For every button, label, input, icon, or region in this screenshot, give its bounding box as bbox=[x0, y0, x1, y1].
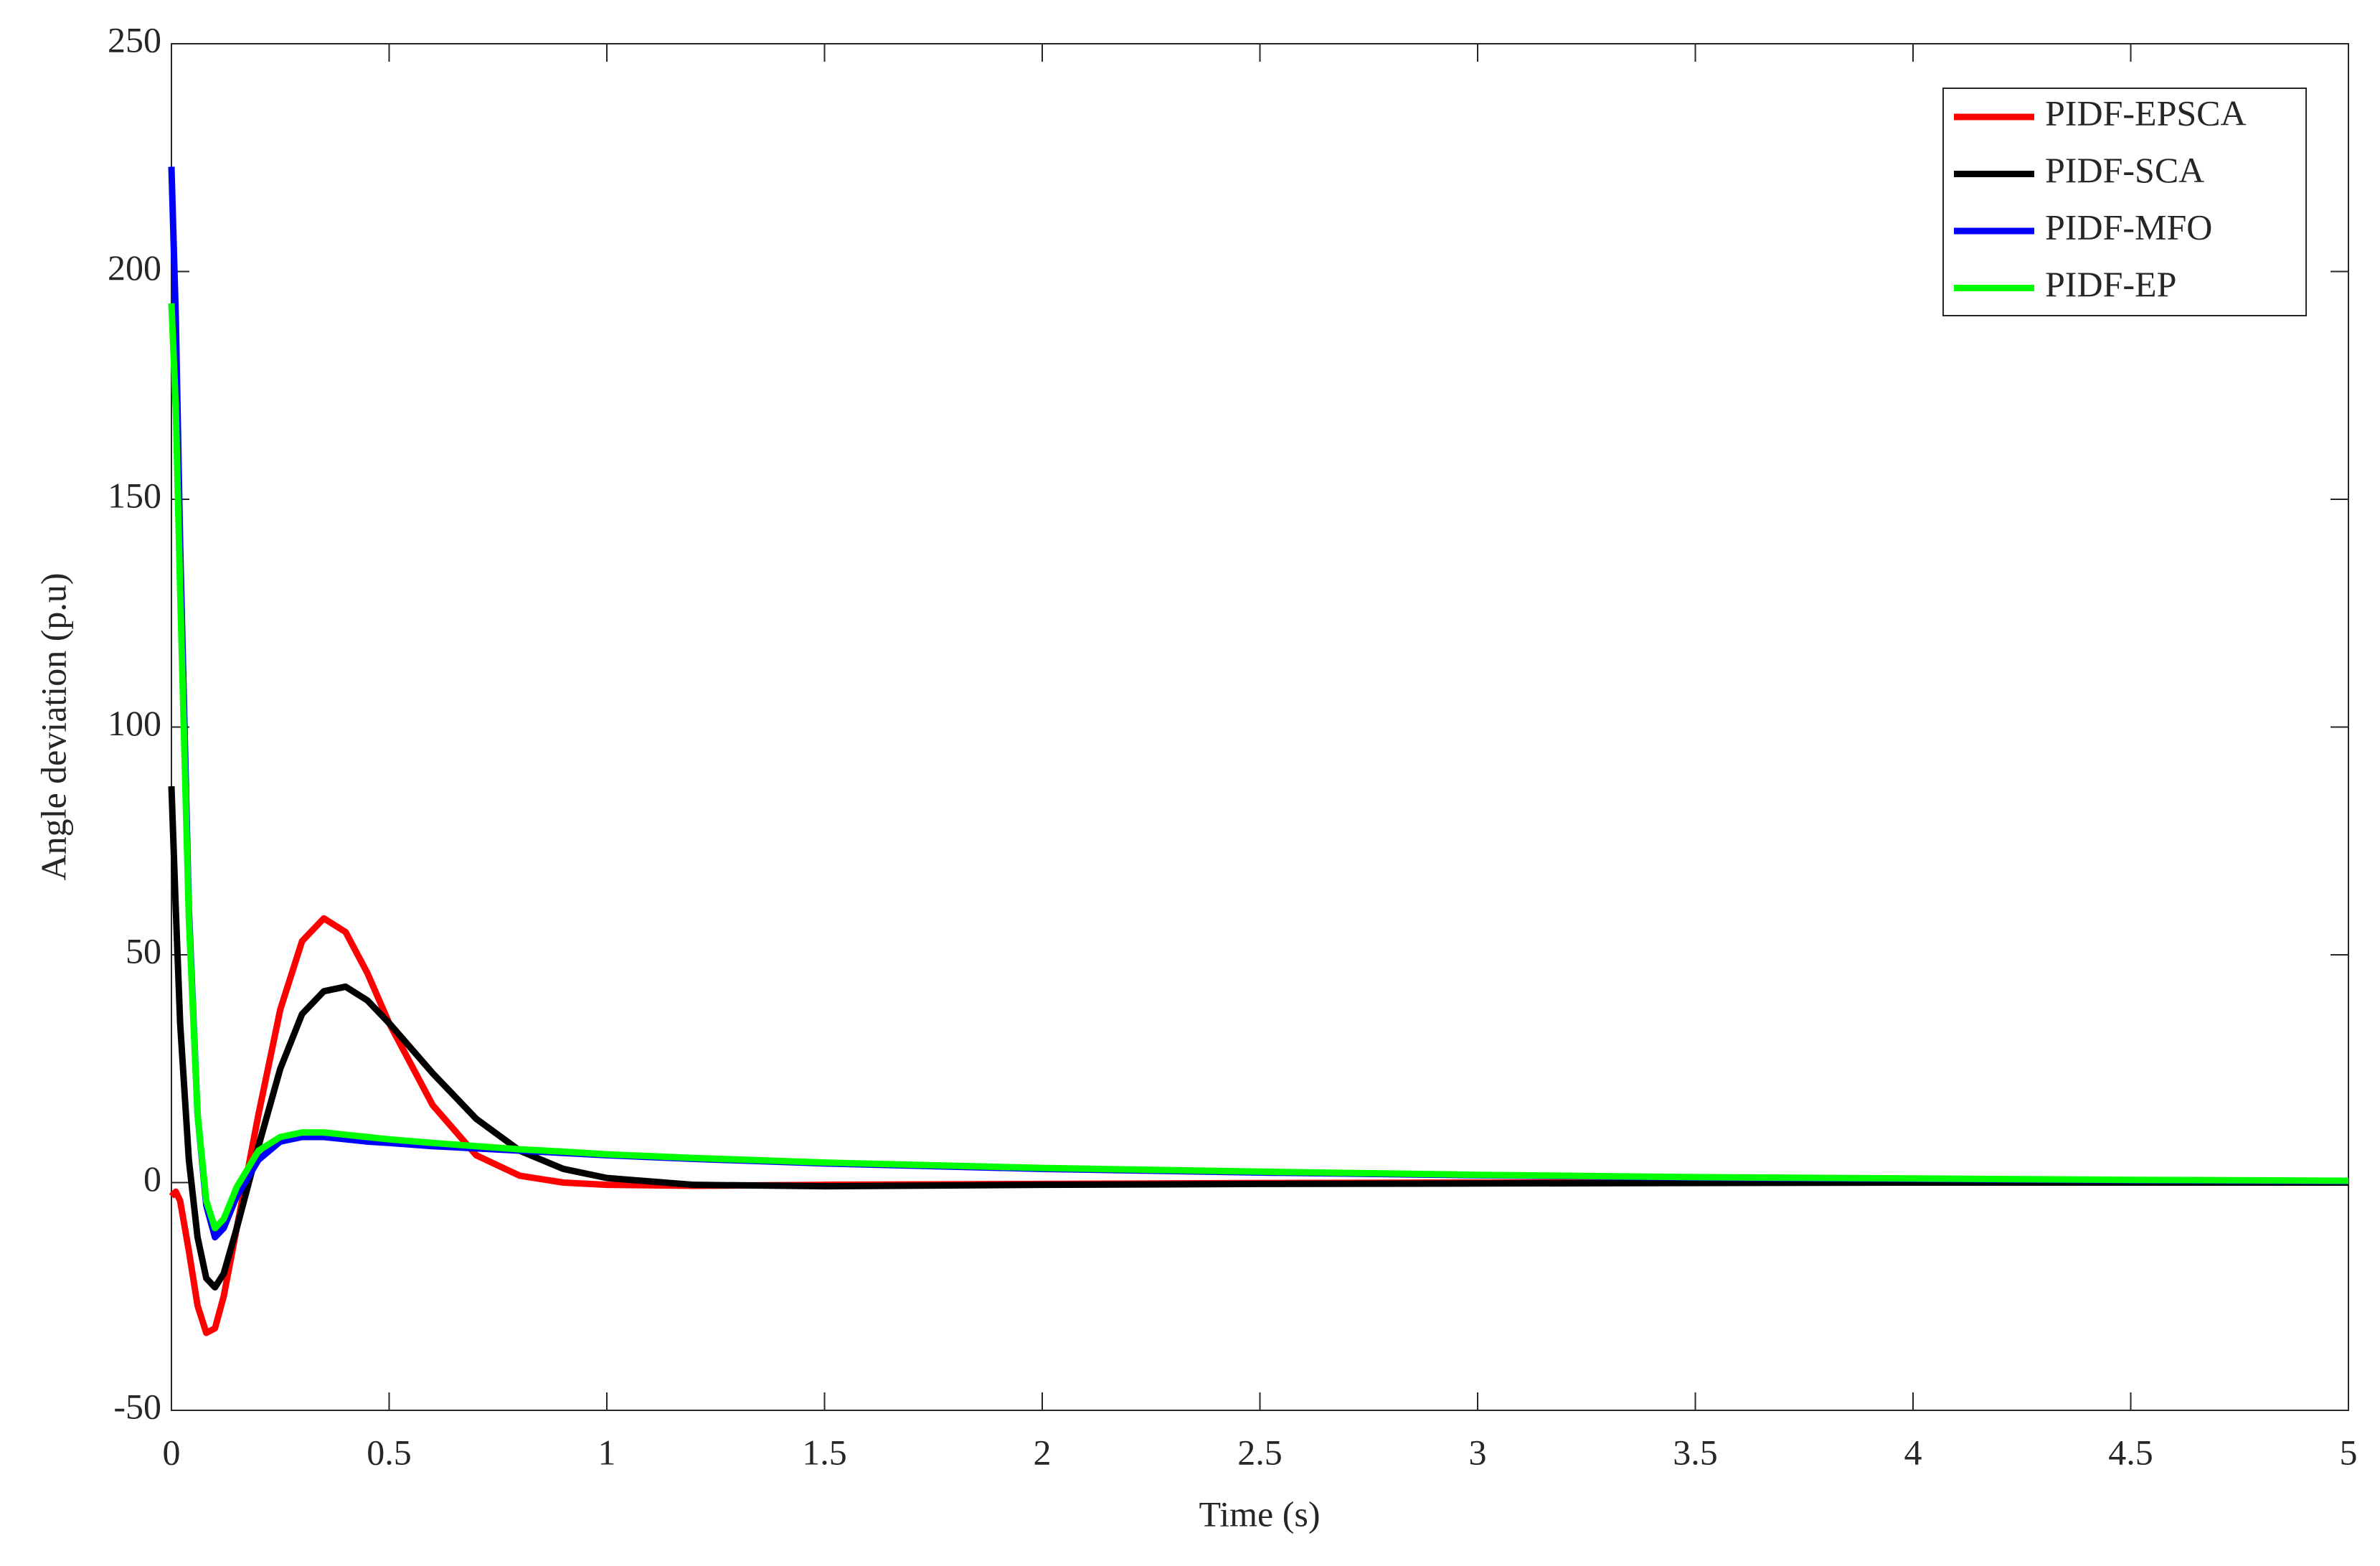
legend-box bbox=[1942, 88, 2307, 316]
y-tick-label: -50 bbox=[113, 1386, 161, 1426]
y-tick-label: 0 bbox=[143, 1159, 161, 1199]
x-tick-label: 2.5 bbox=[1237, 1432, 1283, 1472]
x-tick-label: 1.5 bbox=[802, 1432, 847, 1472]
legend-label: PIDF-SCA bbox=[2045, 150, 2204, 190]
y-tick-label: 250 bbox=[108, 19, 161, 60]
x-tick-label: 4.5 bbox=[2108, 1432, 2153, 1472]
series-line bbox=[168, 786, 2348, 1291]
x-tick-label: 1 bbox=[598, 1432, 616, 1472]
x-tick-label: 3 bbox=[1469, 1432, 1487, 1472]
y-tick-label: 150 bbox=[108, 475, 161, 515]
x-tick-label: 0 bbox=[163, 1432, 181, 1472]
y-tick-label: 100 bbox=[108, 703, 161, 743]
series-line bbox=[168, 303, 2349, 1232]
x-axis-label: Time (s) bbox=[1199, 1494, 1320, 1534]
x-tick-label: 5 bbox=[2340, 1432, 2358, 1472]
y-tick-label: 200 bbox=[108, 247, 161, 288]
x-tick-label: 4 bbox=[1904, 1432, 1922, 1472]
x-tick-label: 2 bbox=[1034, 1432, 1052, 1472]
x-tick-label: 0.5 bbox=[367, 1432, 412, 1472]
y-axis-label: Angle deviation (p.u) bbox=[33, 572, 73, 880]
x-tick-label: 3.5 bbox=[1673, 1432, 1718, 1472]
legend-label: PIDF-EP bbox=[2045, 264, 2176, 304]
legend-label: PIDF-MFO bbox=[2045, 207, 2212, 247]
y-tick-label: 50 bbox=[126, 930, 161, 971]
legend-label: PIDF-EPSCA bbox=[2045, 93, 2247, 133]
